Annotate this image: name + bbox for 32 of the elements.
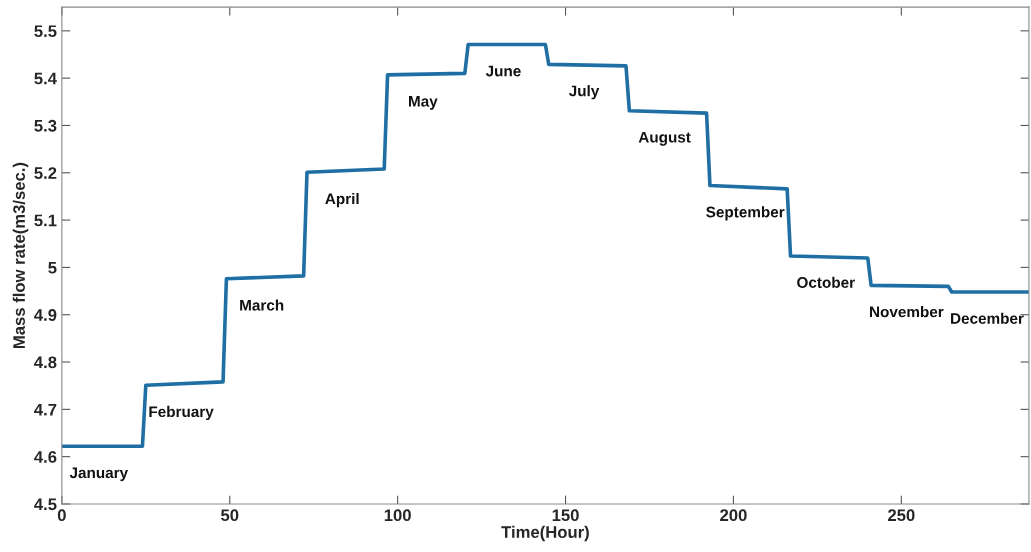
x-axis-title: Time(Hour) <box>501 525 589 542</box>
y-axis-title: Mass flow rate(m3/sec.) <box>12 162 29 349</box>
y-tick-label: 4.9 <box>34 309 57 321</box>
y-tick-label: 5.2 <box>34 167 57 179</box>
x-tick-label: 250 <box>888 509 915 522</box>
x-tick-label: 150 <box>552 509 579 522</box>
y-tick-label: 5 <box>48 261 57 274</box>
annotation: December <box>951 312 1024 324</box>
y-tick-label: 5.4 <box>34 72 57 85</box>
x-tick-label: 50 <box>221 509 239 522</box>
annotation: April <box>325 192 359 208</box>
y-tick-label: 4.7 <box>34 403 57 416</box>
y-tick-label: 4.5 <box>34 498 57 511</box>
line-series <box>61 42 1029 449</box>
annotation: October <box>797 276 855 288</box>
x-tick-label: 0 <box>57 509 66 522</box>
annotation: January <box>69 467 129 482</box>
y-tick-label: 5.5 <box>34 25 57 38</box>
annotation: March <box>240 299 284 311</box>
x-tick-label: 100 <box>384 509 411 522</box>
y-tick-label: 4.6 <box>34 451 57 463</box>
y-tick-label: 4.8 <box>34 356 57 369</box>
x-tick-label: 200 <box>720 509 747 522</box>
annotation: August <box>638 131 691 146</box>
annotation: November <box>870 306 944 318</box>
annotation: July <box>568 85 600 100</box>
annotation: February <box>149 405 214 421</box>
annotation: September <box>706 206 785 221</box>
y-tick-label: 5.3 <box>34 119 57 132</box>
y-tick-label: 5.1 <box>34 214 57 227</box>
annotation: May <box>409 96 438 110</box>
annotation: June <box>485 65 521 77</box>
